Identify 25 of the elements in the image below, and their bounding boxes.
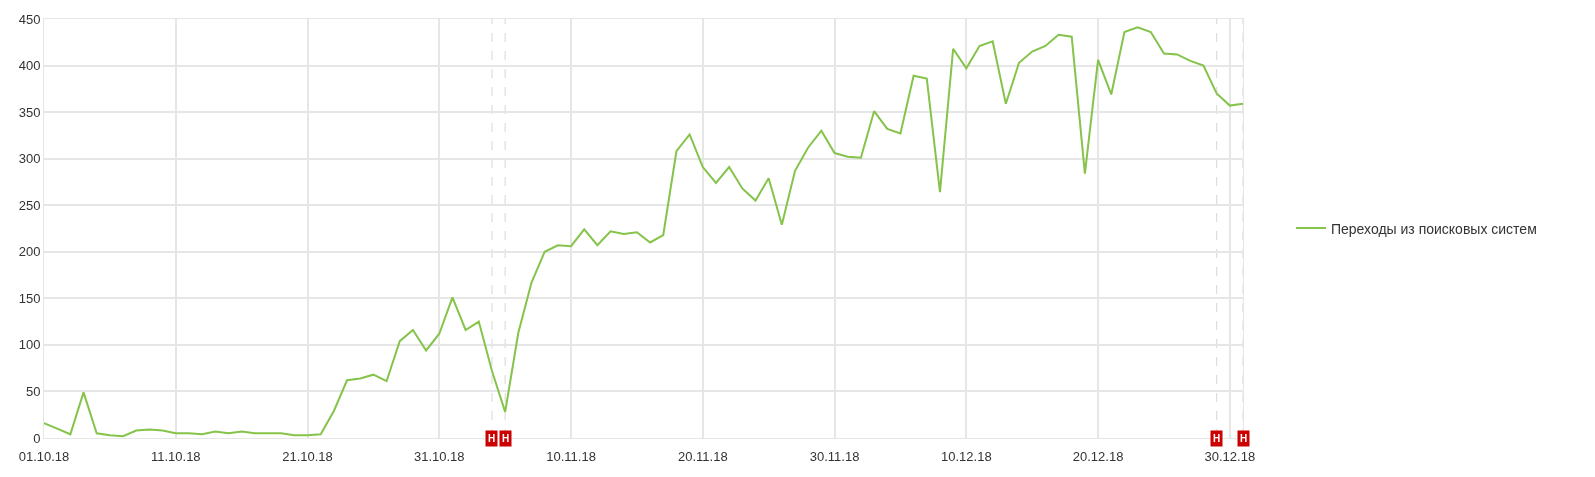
- x-tick-label: 01.10.18: [18, 448, 70, 464]
- ref-line-label: Н: [1240, 433, 1248, 444]
- legend-label: Переходы из поисковых систем: [1330, 220, 1537, 237]
- y-tick-label: 150: [18, 290, 41, 306]
- y-tick-label: 450: [18, 11, 41, 27]
- y-tick-label: 50: [25, 383, 41, 399]
- x-tick-label: 30.11.18: [809, 448, 860, 464]
- ref-line-label: Н: [488, 433, 496, 444]
- y-tick-label: 350: [18, 104, 41, 120]
- x-tick-label: 31.10.18: [413, 448, 465, 464]
- x-tick-label: 20.11.18: [677, 448, 728, 464]
- x-tick-label: 20.12.18: [1072, 448, 1124, 464]
- y-tick-label: 0: [33, 430, 41, 446]
- y-tick-label: 300: [18, 151, 41, 167]
- ref-line-label: Н: [502, 433, 510, 444]
- x-tick-label: 11.10.18: [150, 448, 201, 464]
- y-tick-label: 100: [18, 337, 41, 353]
- x-tick-label: 21.10.18: [282, 448, 333, 464]
- x-tick-label: 10.12.18: [941, 448, 992, 464]
- x-tick-label: 30.12.18: [1204, 448, 1256, 464]
- y-tick-label: 200: [18, 244, 41, 260]
- y-tick-label: 250: [18, 197, 41, 213]
- x-tick-label: 10.11.18: [546, 448, 596, 464]
- ref-line-label: Н: [1213, 433, 1221, 444]
- y-tick-label: 400: [18, 58, 41, 74]
